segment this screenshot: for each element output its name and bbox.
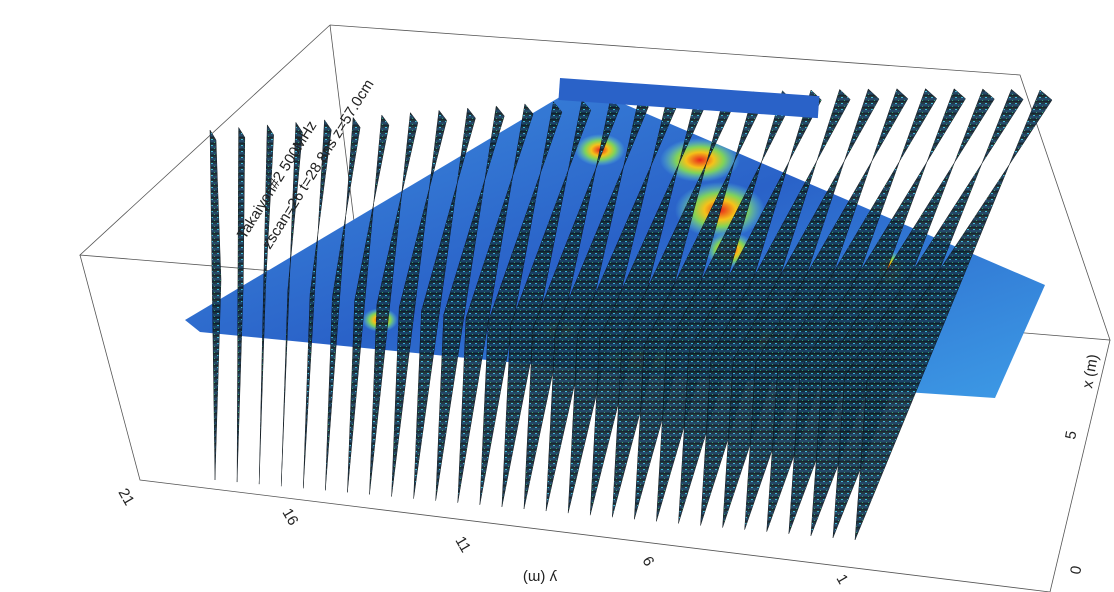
x-axis-label: x (m) [1079,353,1102,390]
y-tick-label: 1 [833,572,852,588]
bounding-box [79,24,1111,592]
x-tick-label: 0 [1067,565,1085,576]
profile-slice [258,124,274,485]
profile-slice [391,109,447,497]
amplitude-blob [660,138,740,182]
x-tick-label: 5 [1062,430,1080,441]
y-tick-label: 21 [115,486,138,509]
profile-slice [236,126,246,483]
y-axis-label: y (m) [523,569,557,586]
color-bar [558,77,820,119]
profile-slice [325,116,361,491]
y-tick-label: 11 [452,534,475,556]
profile-slice [457,103,534,503]
profile-slice [280,121,303,487]
profile-slice [479,101,563,505]
profile-slice [347,114,390,493]
profile-slice [435,105,505,501]
y-tick-label: 6 [639,554,658,570]
profile-slice [413,107,476,499]
profile-slice [501,99,592,507]
profile-slices [209,88,1053,541]
profile-slice [369,111,419,495]
y-tick-label: 16 [279,506,302,529]
profile-slice [209,129,222,481]
profile-slice [854,89,1053,541]
profile-slice [303,119,332,489]
